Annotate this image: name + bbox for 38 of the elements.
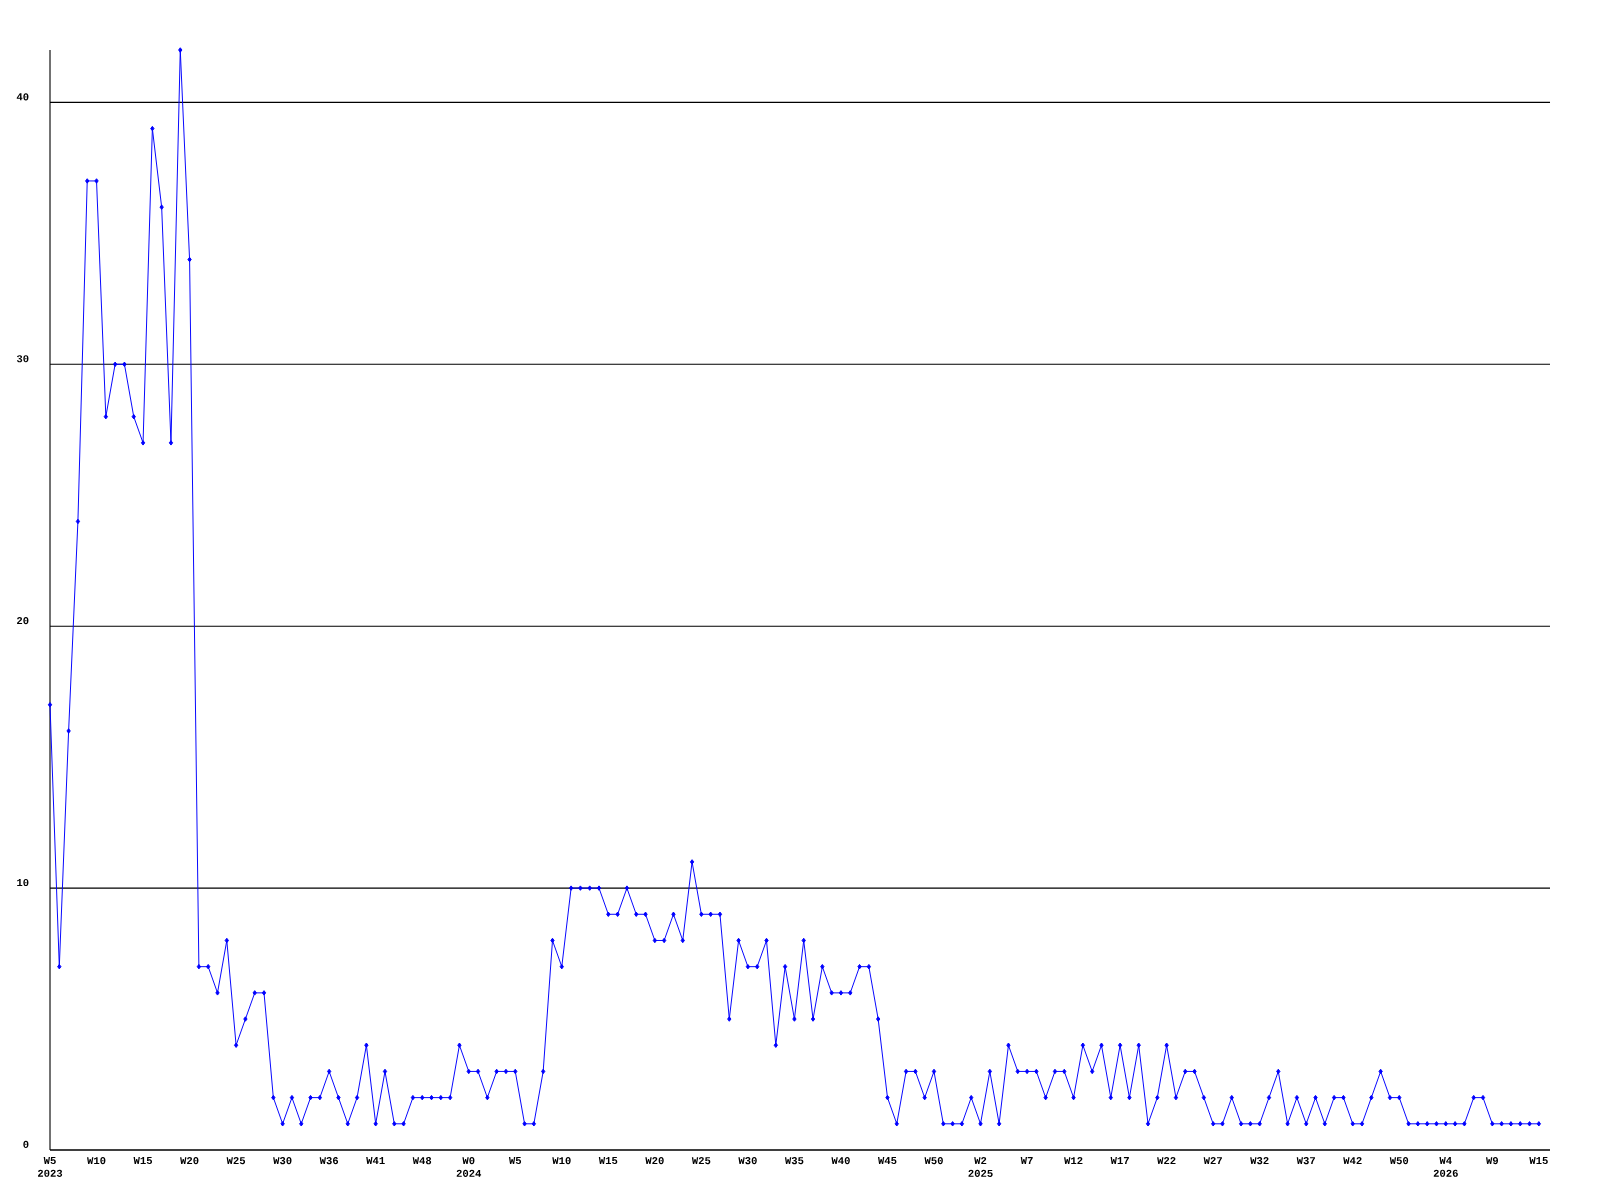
y-tick-label: 10 xyxy=(17,878,29,887)
x-tick-label: W5 2023 xyxy=(37,1157,63,1177)
y-tick-label: 40 xyxy=(16,93,29,101)
x-tick-label: W15 xyxy=(1529,1157,1548,1165)
x-tick-label: W42 xyxy=(1343,1157,1362,1165)
x-tick-label: W4 2026 xyxy=(1433,1157,1458,1177)
x-tick-label: W10 xyxy=(87,1157,106,1165)
x-tick-label: W45 xyxy=(877,1157,897,1165)
x-tick-label: W22 xyxy=(1157,1157,1176,1165)
x-tick-label: W2 2025 xyxy=(968,1157,993,1177)
x-tick-label: W48 xyxy=(412,1157,432,1165)
x-tick-label: W50 xyxy=(1389,1157,1409,1165)
x-tick-label: W15 xyxy=(133,1157,153,1165)
x-tick-label: W5 xyxy=(508,1157,522,1165)
x-tick-label: W17 xyxy=(1110,1157,1129,1164)
x-tick-label: W9 xyxy=(1485,1157,1499,1165)
x-tick-label: W20 xyxy=(645,1157,664,1165)
x-tick-label: W10 xyxy=(552,1157,571,1165)
x-tick-label: W35 xyxy=(784,1157,804,1165)
y-tick-label: 30 xyxy=(16,355,29,363)
x-tick-label: W0 2024 xyxy=(456,1157,482,1177)
x-tick-label: W27 xyxy=(1203,1157,1222,1165)
x-tick-label: W32 xyxy=(1250,1157,1269,1165)
x-tick-label: W12 xyxy=(1064,1157,1083,1165)
x-tick-label: W50 xyxy=(924,1157,943,1165)
x-tick-label: W25 xyxy=(691,1157,711,1165)
x-tick-label: W41 xyxy=(366,1157,385,1164)
x-tick-label: W30 xyxy=(273,1157,292,1165)
x-tick-label: W40 xyxy=(831,1157,850,1165)
x-tick-label: W30 xyxy=(738,1157,757,1165)
y-tick-label: 0 xyxy=(23,1140,29,1149)
x-tick-label: W36 xyxy=(319,1157,339,1165)
x-tick-label: W25 xyxy=(226,1157,246,1165)
x-tick-label: W7 xyxy=(1020,1157,1033,1164)
y-tick-label: 20 xyxy=(17,617,29,625)
x-tick-label: W37 xyxy=(1296,1157,1315,1165)
x-tick-label: W15 xyxy=(598,1157,618,1165)
x-tick-label: W20 xyxy=(180,1157,199,1165)
